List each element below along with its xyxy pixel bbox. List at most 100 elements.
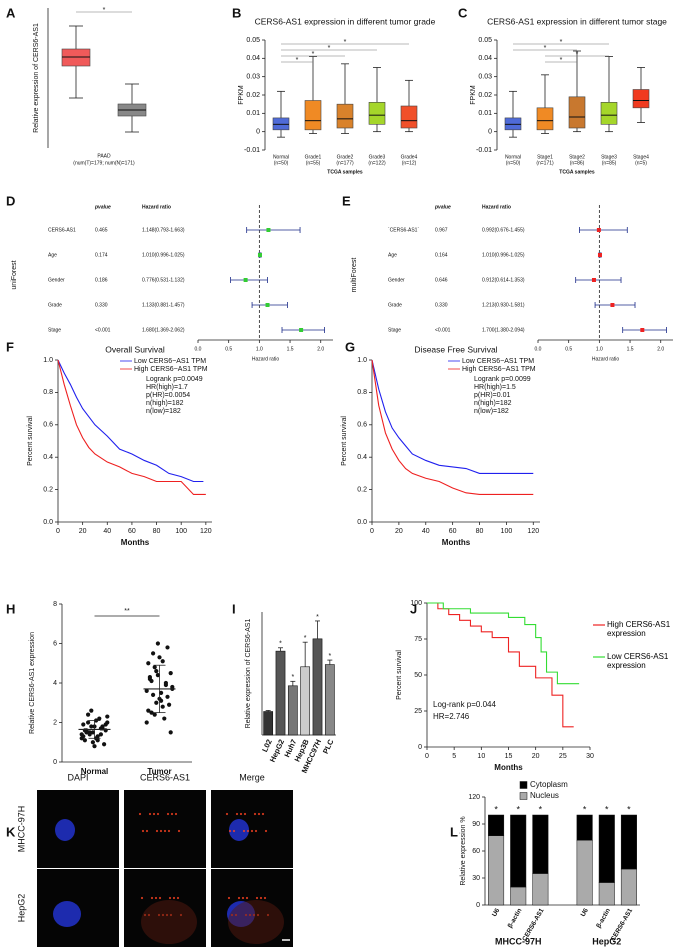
category-count: (n=55) — [306, 160, 321, 166]
bar-segment — [620, 814, 637, 870]
x-axis-label: Months — [442, 538, 471, 547]
significance: * — [291, 674, 294, 681]
y-axis-label: FPKM — [470, 85, 477, 105]
y-tick-label: 0.04 — [246, 55, 260, 62]
y-tick-label: 0.2 — [357, 486, 367, 493]
rna-signal — [141, 829, 145, 833]
box — [568, 96, 586, 129]
y-tick-label: 60 — [472, 848, 480, 855]
row-name: Age — [388, 252, 397, 258]
panel-letter: A — [6, 5, 16, 20]
bracket-label: * — [344, 39, 347, 46]
y-tick-label: 0.05 — [246, 37, 260, 44]
point — [149, 710, 154, 715]
row-name: Gender — [48, 277, 65, 283]
hazard-point — [596, 228, 601, 232]
row-hazard-ratio: 1.213(0.930-1.581) — [482, 302, 525, 308]
x-tick-label: Grade3 — [369, 154, 386, 160]
chart-title: CERS6-AS1 expression in different tumor … — [255, 16, 436, 26]
row-pvalue: <0.001 — [95, 327, 111, 333]
box — [536, 107, 554, 131]
y-tick-label: 0.05 — [478, 37, 492, 44]
x-tick-label: Grade2 — [337, 154, 354, 160]
point — [151, 692, 156, 697]
rna-signal — [155, 829, 159, 833]
y-tick-label: 0.03 — [246, 74, 260, 81]
panel-letter: E — [342, 193, 351, 208]
box — [600, 102, 618, 125]
y-tick-label: 0.2 — [43, 486, 53, 493]
point — [162, 716, 167, 721]
hazard-point — [591, 278, 596, 282]
x-tick-label: 0 — [425, 753, 429, 760]
column-header: pvalue — [94, 204, 111, 210]
legend-swatch — [519, 792, 528, 800]
y-tick-label: 90 — [472, 821, 480, 828]
rna-signal — [242, 829, 246, 833]
hazard-point — [265, 303, 270, 307]
row-name: Gender — [388, 277, 405, 283]
rna-signal — [254, 829, 258, 833]
row-hazard-ratio: 0.912(0.614-1.353) — [482, 277, 525, 283]
rna-signal — [225, 812, 229, 816]
significance: * — [494, 804, 498, 814]
category-count: (n=5) — [635, 160, 647, 166]
rna-signal — [259, 896, 263, 900]
row-name: CERS6-AS1 — [48, 227, 76, 233]
x-tick-label: Stage4 — [633, 154, 649, 160]
rna-signal — [243, 812, 247, 816]
point — [98, 732, 103, 737]
rna-signal — [257, 812, 261, 816]
bracket-label: * — [103, 7, 106, 14]
column-header: Merge — [239, 772, 265, 782]
hazard-point — [640, 328, 645, 332]
bar-segment — [532, 814, 549, 874]
y-axis-label: multiForest — [351, 258, 358, 293]
row-name: `CERS6-AS1` — [388, 227, 419, 233]
rna-signal — [237, 896, 241, 900]
y-tick-label: 0.4 — [43, 454, 53, 461]
x-tick-label: U6 — [491, 907, 501, 918]
row-pvalue: 0.174 — [95, 252, 108, 258]
point — [86, 720, 91, 725]
point — [89, 724, 94, 729]
x-tick-label: PLC — [321, 737, 336, 755]
rna-signal — [168, 896, 172, 900]
annotation: HR(high)=1.7 — [146, 384, 188, 391]
x-axis-label: TCGA samples — [559, 169, 595, 175]
x-tick-label: 20 — [79, 528, 87, 535]
point — [86, 712, 91, 717]
x-tick-label: 80 — [476, 528, 484, 535]
y-tick-label: -0.01 — [244, 147, 260, 154]
box — [336, 103, 354, 129]
rna-signal — [167, 829, 171, 833]
point — [97, 716, 102, 721]
y-tick-label: 0 — [256, 129, 260, 136]
panel-letter: H — [6, 601, 15, 616]
column-header: pvalue — [434, 204, 451, 210]
point — [146, 708, 151, 713]
bar-segment — [532, 873, 549, 906]
y-tick-label: 0 — [53, 759, 57, 766]
rna-signal — [245, 896, 249, 900]
legend-label: High CERS6−AS1 TPM — [462, 366, 536, 373]
rna-signal — [158, 896, 162, 900]
row-hazard-ratio: 0.776(0.531-1.132) — [142, 277, 185, 283]
survival-curve — [427, 602, 580, 685]
x-tick-label: 40 — [103, 528, 111, 535]
point — [165, 645, 170, 650]
point — [146, 661, 151, 666]
y-tick-label: 25 — [414, 708, 422, 715]
point — [152, 665, 157, 670]
rna-signal — [159, 829, 163, 833]
x-tick-label: 20 — [532, 753, 540, 760]
panel-letter: F — [6, 339, 14, 354]
hazard-point — [299, 328, 304, 332]
x-axis-label: Hazard ratio — [592, 356, 619, 362]
y-tick-label: 1.0 — [357, 357, 367, 364]
x-tick-label: 60 — [128, 528, 136, 535]
legend-label: Low CERS6-AS1 expression — [607, 652, 669, 670]
rna-signal — [148, 812, 152, 816]
x-tick-label: Stage2 — [569, 154, 585, 160]
